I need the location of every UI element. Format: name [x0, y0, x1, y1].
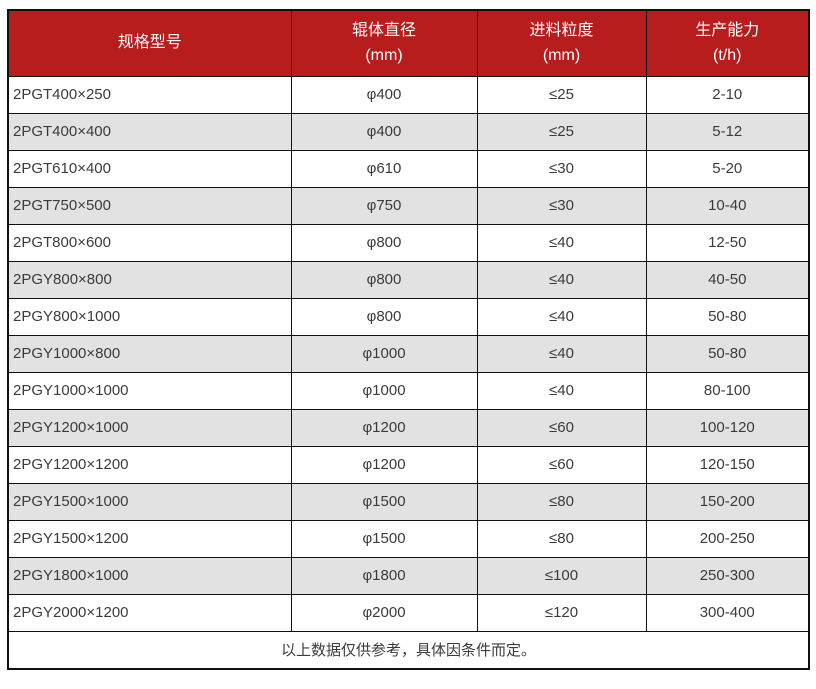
capacity-cell: 10-40	[645, 186, 810, 225]
capacity-cell: 150-200	[645, 482, 810, 521]
header-capacity-unit: (t/h)	[713, 47, 742, 65]
model-cell: 2PGY2000×1200	[7, 593, 292, 632]
roller-diameter-cell: φ2000	[290, 593, 478, 632]
capacity-cell: 12-50	[645, 223, 810, 262]
feed-size-cell: ≤80	[476, 519, 647, 558]
feed-size-cell: ≤40	[476, 260, 647, 299]
feed-size-cell: ≤30	[476, 186, 647, 225]
table-row: 2PGY1500×1200 φ1500 ≤80 200-250	[7, 519, 810, 558]
capacity-cell: 100-120	[645, 408, 810, 447]
feed-size-cell: ≤30	[476, 149, 647, 188]
feed-size-cell: ≤25	[476, 112, 647, 151]
roller-diameter-cell: φ800	[290, 260, 478, 299]
header-feed-size-label: 进料粒度	[529, 22, 594, 40]
footer-note: 以上数据仅供参考，具体因条件而定。	[7, 630, 810, 670]
footer-row: 以上数据仅供参考，具体因条件而定。	[7, 630, 810, 670]
model-cell: 2PGT400×250	[7, 75, 292, 114]
feed-size-cell: ≤40	[476, 223, 647, 262]
feed-size-cell: ≤80	[476, 482, 647, 521]
table-row: 2PGY1200×1200 φ1200 ≤60 120-150	[7, 445, 810, 484]
model-cell: 2PGT800×600	[7, 223, 292, 262]
capacity-cell: 80-100	[645, 371, 810, 410]
model-cell: 2PGY800×800	[7, 260, 292, 299]
spec-table-body: 2PGT400×250 φ400 ≤25 2-10 2PGT400×400 φ400 ≤25…	[7, 75, 810, 632]
roller-diameter-cell: φ610	[290, 149, 478, 188]
model-cell: 2PGY1500×1200	[7, 519, 292, 558]
model-cell: 2PGY1000×800	[7, 334, 292, 373]
table-row: 2PGT400×400 φ400 ≤25 5-12	[7, 112, 810, 151]
table-row: 2PGY1800×1000 φ1800 ≤100 250-300	[7, 556, 810, 595]
model-cell: 2PGY1000×1000	[7, 371, 292, 410]
header-roller-diameter-label: 辊体直径	[351, 22, 416, 40]
capacity-cell: 250-300	[645, 556, 810, 595]
roller-diameter-cell: φ1500	[290, 482, 478, 521]
roller-diameter-cell: φ750	[290, 186, 478, 225]
spec-table: 规格型号 辊体直径 (mm) 进料粒度 (mm) 生产能力 (t/h) 2PGT…	[7, 9, 810, 670]
roller-diameter-cell: φ800	[290, 297, 478, 336]
model-cell: 2PGY1500×1000	[7, 482, 292, 521]
roller-diameter-cell: φ1000	[290, 371, 478, 410]
roller-diameter-cell: φ800	[290, 223, 478, 262]
capacity-cell: 5-12	[645, 112, 810, 151]
model-cell: 2PGT400×400	[7, 112, 292, 151]
model-cell: 2PGY1200×1200	[7, 445, 292, 484]
feed-size-cell: ≤40	[476, 371, 647, 410]
header-roller-diameter-unit: (mm)	[365, 47, 403, 65]
header-roller-diameter: 辊体直径 (mm)	[290, 9, 478, 77]
header-row: 规格型号 辊体直径 (mm) 进料粒度 (mm) 生产能力 (t/h)	[7, 9, 810, 77]
table-row: 2PGY1500×1000 φ1500 ≤80 150-200	[7, 482, 810, 521]
capacity-cell: 50-80	[645, 297, 810, 336]
feed-size-cell: ≤100	[476, 556, 647, 595]
feed-size-cell: ≤60	[476, 445, 647, 484]
roller-diameter-cell: φ1500	[290, 519, 478, 558]
capacity-cell: 50-80	[645, 334, 810, 373]
model-cell: 2PGY1800×1000	[7, 556, 292, 595]
model-cell: 2PGT750×500	[7, 186, 292, 225]
table-row: 2PGT400×250 φ400 ≤25 2-10	[7, 75, 810, 114]
header-feed-size: 进料粒度 (mm)	[476, 9, 647, 77]
model-cell: 2PGT610×400	[7, 149, 292, 188]
capacity-cell: 2-10	[645, 75, 810, 114]
feed-size-cell: ≤25	[476, 75, 647, 114]
feed-size-cell: ≤120	[476, 593, 647, 632]
roller-diameter-cell: φ1200	[290, 408, 478, 447]
table-row: 2PGY2000×1200 φ2000 ≤120 300-400	[7, 593, 810, 632]
roller-diameter-cell: φ1000	[290, 334, 478, 373]
table-row: 2PGY800×800 φ800 ≤40 40-50	[7, 260, 810, 299]
table-row: 2PGY1000×800 φ1000 ≤40 50-80	[7, 334, 810, 373]
table-row: 2PGT750×500 φ750 ≤30 10-40	[7, 186, 810, 225]
table-row: 2PGT800×600 φ800 ≤40 12-50	[7, 223, 810, 262]
header-feed-size-unit: (mm)	[542, 47, 581, 65]
table-row: 2PGT610×400 φ610 ≤30 5-20	[7, 149, 810, 188]
feed-size-cell: ≤40	[476, 297, 647, 336]
roller-diameter-cell: φ400	[290, 112, 478, 151]
capacity-cell: 200-250	[645, 519, 810, 558]
feed-size-cell: ≤60	[476, 408, 647, 447]
roller-diameter-cell: φ1800	[290, 556, 478, 595]
feed-size-cell: ≤40	[476, 334, 647, 373]
table-row: 2PGY1000×1000 φ1000 ≤40 80-100	[7, 371, 810, 410]
table-row: 2PGY800×1000 φ800 ≤40 50-80	[7, 297, 810, 336]
roller-diameter-cell: φ400	[290, 75, 478, 114]
header-capacity-label: 生产能力	[695, 22, 760, 40]
header-model: 规格型号	[7, 9, 292, 77]
model-cell: 2PGY1200×1000	[7, 408, 292, 447]
capacity-cell: 120-150	[645, 445, 810, 484]
capacity-cell: 40-50	[645, 260, 810, 299]
header-model-label: 规格型号	[117, 34, 182, 52]
table-row: 2PGY1200×1000 φ1200 ≤60 100-120	[7, 408, 810, 447]
capacity-cell: 300-400	[645, 593, 810, 632]
header-capacity: 生产能力 (t/h)	[645, 9, 810, 77]
capacity-cell: 5-20	[645, 149, 810, 188]
roller-diameter-cell: φ1200	[290, 445, 478, 484]
model-cell: 2PGY800×1000	[7, 297, 292, 336]
